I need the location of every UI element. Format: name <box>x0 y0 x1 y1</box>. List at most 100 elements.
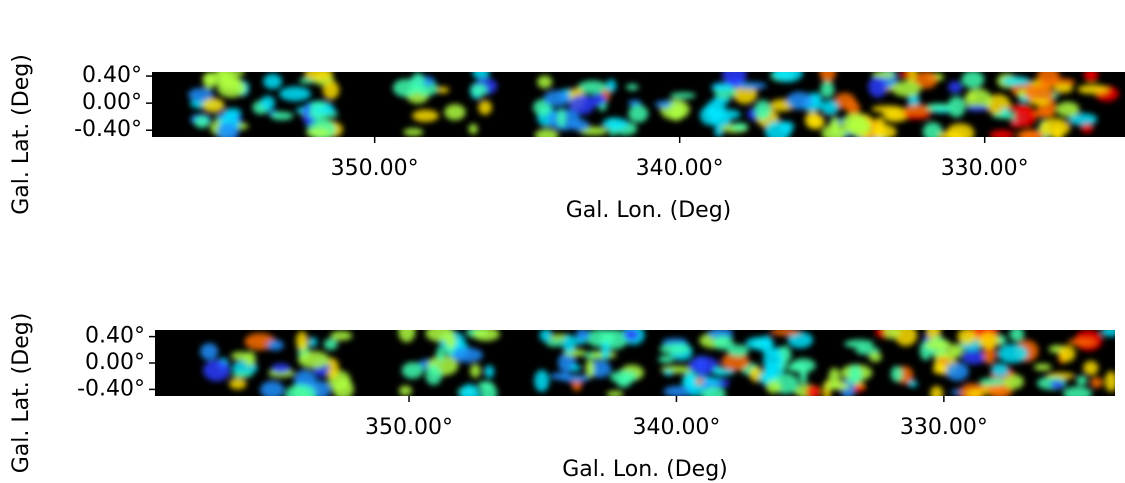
emission-blob <box>830 116 840 134</box>
emission-blob <box>484 365 495 379</box>
emission-blob <box>1090 376 1103 389</box>
emission-blob <box>787 331 814 349</box>
emission-blob <box>764 120 792 137</box>
emission-blob <box>330 330 353 341</box>
emission-blob <box>914 72 938 89</box>
emission-blob <box>663 369 674 376</box>
emission-blob <box>263 73 283 90</box>
emission-blob <box>1049 380 1065 390</box>
emission-blob <box>411 72 425 93</box>
emission-blob <box>991 363 1009 378</box>
emission-blob <box>1003 374 1024 390</box>
emission-blob <box>819 72 836 83</box>
emission-blob <box>948 81 963 94</box>
emission-blob <box>899 72 911 79</box>
emission-blob <box>1056 101 1080 117</box>
emission-map <box>188 72 1119 137</box>
emission-blob <box>605 79 617 93</box>
emission-blob <box>403 128 424 137</box>
emission-blob <box>451 347 483 363</box>
emission-blob <box>562 334 577 354</box>
emission-blob <box>848 364 862 385</box>
emission-blob <box>459 383 480 396</box>
emission-blob <box>401 362 424 379</box>
emission-blob <box>323 338 338 351</box>
y-tick-label: 0.40° <box>82 63 142 88</box>
emission-blob <box>279 86 311 102</box>
emission-blob <box>871 105 903 113</box>
emission-blob <box>772 72 803 83</box>
emission-blob <box>871 72 896 78</box>
emission-blob <box>658 355 675 364</box>
emission-blob <box>305 128 331 137</box>
emission-blob <box>884 113 907 123</box>
emission-blob <box>260 380 285 396</box>
emission-blob <box>231 72 245 76</box>
emission-blob <box>188 88 214 102</box>
emission-blob <box>966 389 984 396</box>
emission-blob <box>575 330 591 341</box>
emission-blob <box>1067 338 1097 346</box>
emission-blob <box>745 336 775 350</box>
emission-blob <box>930 385 944 396</box>
emission-blob <box>436 346 445 362</box>
y-tick-label: 0.00° <box>82 90 142 115</box>
emission-blob <box>295 331 309 351</box>
emission-blob <box>961 350 987 365</box>
emission-blob <box>202 72 232 85</box>
emission-blob <box>982 345 997 365</box>
emission-blob <box>244 351 256 367</box>
emission-blob <box>591 93 607 107</box>
emission-blob <box>577 80 608 94</box>
emission-blob <box>1013 107 1036 128</box>
emission-blob <box>805 385 822 396</box>
y-tick-label: 0.40° <box>85 324 145 349</box>
emission-blob <box>765 380 781 394</box>
emission-blob <box>820 81 835 98</box>
emission-blob <box>786 363 809 372</box>
x-tick-label: 330.00° <box>941 156 1029 181</box>
emission-blob <box>398 385 412 396</box>
emission-blob <box>398 330 416 343</box>
y-tick-label: -0.40° <box>77 376 145 401</box>
emission-blob <box>200 343 219 361</box>
emission-blob <box>609 370 638 384</box>
emission-blob <box>1083 360 1099 376</box>
emission-blob <box>688 356 719 375</box>
emission-blob <box>445 334 457 349</box>
emission-blob <box>721 352 750 371</box>
emission-blob <box>868 75 888 98</box>
emission-blob <box>961 72 985 89</box>
emission-blob <box>1104 371 1115 392</box>
emission-blob <box>471 83 488 97</box>
emission-blob <box>543 90 571 107</box>
emission-blob <box>932 365 947 375</box>
emission-blob <box>468 123 478 135</box>
emission-blob <box>216 122 239 137</box>
emission-blob <box>977 332 1000 349</box>
emission-blob <box>712 368 735 376</box>
emission-blob <box>991 112 1020 119</box>
emission-blob <box>735 81 767 90</box>
emission-blob <box>478 100 492 115</box>
emission-blob <box>436 86 450 94</box>
emission-blob <box>472 72 490 80</box>
y-axis-label: Gal. Lat. (Deg) <box>9 54 34 215</box>
emission-blob <box>762 350 784 371</box>
emission-blob <box>979 377 1007 386</box>
emission-blob <box>945 362 969 381</box>
emission-map <box>200 330 1115 396</box>
emission-blob <box>922 122 943 137</box>
emission-blob <box>304 72 333 81</box>
emission-blob <box>1033 363 1052 371</box>
x-axis-label: Gal. Lon. (Deg) <box>562 457 728 482</box>
emission-blob <box>267 339 284 351</box>
emission-blob <box>700 386 726 396</box>
emission-blob <box>1009 330 1025 342</box>
emission-blob <box>659 343 690 355</box>
emission-blob <box>770 330 801 336</box>
emission-blob <box>1028 99 1051 106</box>
emission-blob <box>891 80 922 97</box>
x-tick-label: 340.00° <box>636 156 724 181</box>
